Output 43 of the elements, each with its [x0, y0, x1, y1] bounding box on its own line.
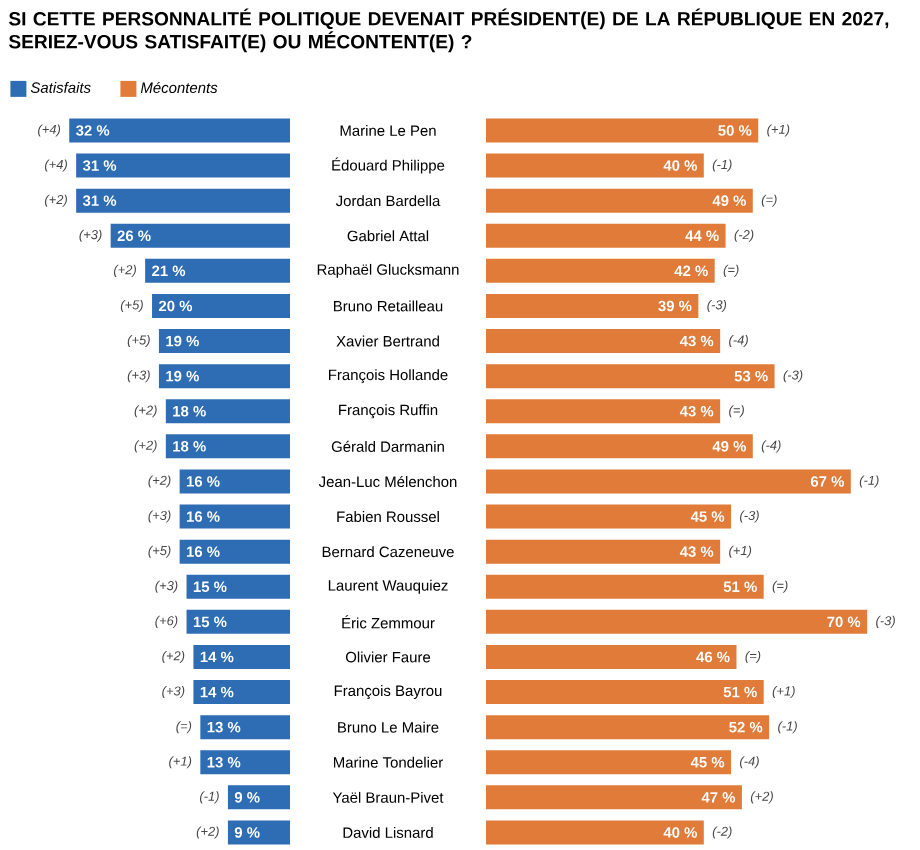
bar	[486, 434, 753, 459]
bar	[486, 399, 721, 424]
bar	[186, 609, 291, 634]
bar	[76, 153, 291, 178]
bar	[486, 188, 753, 213]
bar	[110, 223, 291, 248]
bar	[158, 329, 291, 354]
bar	[486, 364, 775, 389]
bar	[486, 539, 721, 564]
bar	[179, 504, 291, 529]
bar	[165, 399, 291, 424]
bar	[486, 609, 868, 634]
bar	[227, 785, 291, 810]
bar	[486, 680, 764, 705]
bar	[186, 574, 291, 599]
bar	[227, 820, 291, 845]
bar	[486, 469, 851, 494]
bar	[486, 293, 699, 318]
bar	[193, 644, 291, 669]
bar	[200, 715, 291, 740]
bar	[486, 118, 759, 143]
bar	[486, 644, 737, 669]
bar	[200, 750, 291, 775]
bar	[152, 293, 291, 318]
bar	[145, 258, 291, 283]
bar	[486, 574, 764, 599]
text: SI CETTE PERSONNALITÉ POLITIQUE DEVENAIT PRÉSIDENT(E) DE LA RÉPUBLIQUE EN 2027, SERIEZ-VOUS SATISFAIT(E) OU MÉCONTENT(E) ?	[8, 8, 889, 53]
bar	[486, 785, 742, 810]
bar	[193, 680, 291, 705]
bar	[76, 188, 291, 213]
bar	[69, 118, 291, 143]
bar	[165, 434, 291, 459]
bar	[486, 820, 704, 845]
bar	[486, 329, 721, 354]
bar	[486, 153, 704, 178]
bar	[486, 715, 770, 740]
bar	[486, 750, 732, 775]
bar	[486, 504, 732, 529]
bar	[179, 469, 291, 494]
bar	[486, 258, 715, 283]
bar	[158, 364, 291, 389]
bar	[179, 539, 291, 564]
bar	[486, 223, 726, 248]
